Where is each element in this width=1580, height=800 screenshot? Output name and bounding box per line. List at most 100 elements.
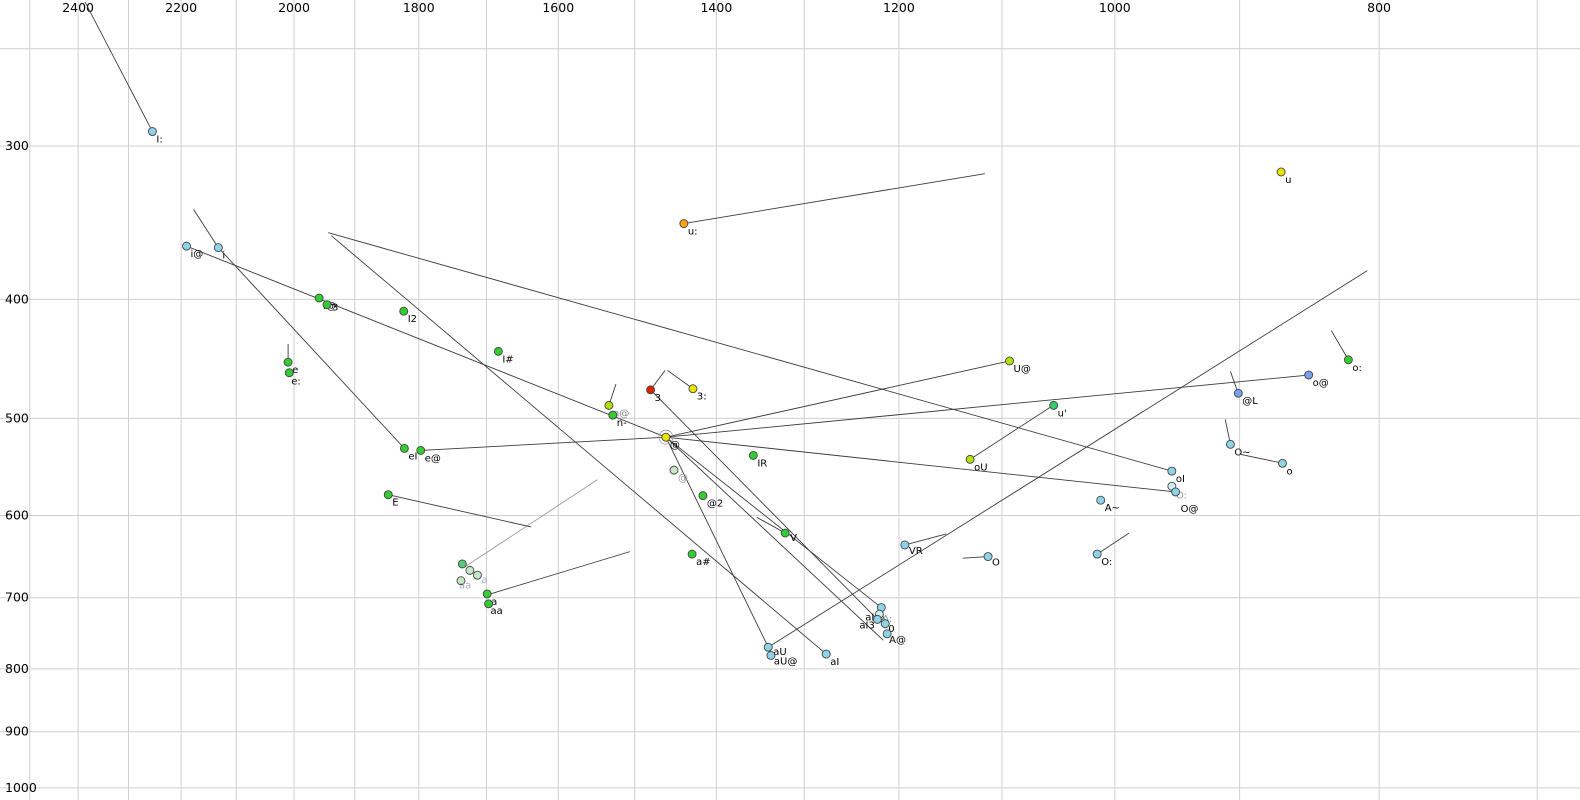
trajectory-line (756, 516, 786, 534)
x-tick-label: 2000 (278, 0, 310, 15)
trajectory-line (1330, 330, 1349, 361)
vowel-label: eI (408, 451, 417, 462)
vowel-label: 3 (332, 303, 338, 314)
trajectory-line (487, 551, 631, 596)
y-tick-label: 1000 (5, 780, 37, 795)
y-tick-label: 900 (5, 724, 29, 739)
vowel-label: 3 (655, 393, 661, 404)
vowel-label: u: (688, 227, 698, 238)
vowel-point (687, 549, 697, 559)
vowel-label: a (481, 575, 487, 586)
vowel-label: I2 (408, 314, 417, 325)
x-tick-label: 1400 (700, 0, 732, 15)
trajectory-line (650, 389, 878, 620)
vowel-point (780, 528, 790, 538)
vowel-point (872, 614, 882, 624)
trajectory-line (665, 436, 884, 641)
vowel-point (646, 385, 656, 395)
trajectory-line (331, 235, 827, 655)
x-tick-label: 1800 (403, 0, 435, 15)
vowel-point (604, 400, 614, 410)
vowel-label: o@ (1313, 378, 1329, 389)
vowel-point (900, 540, 910, 550)
vowel-label: U@ (1014, 364, 1031, 375)
vowel-point (1233, 388, 1243, 398)
vowel-label: @2 (707, 499, 723, 510)
trajectory-line (1240, 453, 1279, 463)
y-tick-label: 700 (5, 590, 29, 605)
vowel-point (1092, 549, 1102, 559)
vowel-label: VR (909, 546, 923, 557)
vowel-label: O: (1101, 557, 1112, 568)
vowel-point (416, 445, 426, 455)
vowel-point (484, 599, 494, 609)
vowel-point (763, 642, 773, 652)
trajectory-line (667, 370, 694, 390)
vowel-point (661, 432, 671, 442)
vowel-point (399, 443, 409, 453)
vowel-label: n- (617, 418, 627, 429)
vowel-label: i@ (191, 249, 204, 260)
vowel-point (383, 490, 393, 500)
vowel-point (669, 465, 679, 475)
trajectory-line (217, 247, 405, 449)
vowel-label: O: (1176, 490, 1187, 501)
vowel-label: a# (696, 557, 711, 568)
vowel-point (182, 241, 191, 251)
vowel-label: u' (1058, 408, 1067, 419)
y-tick-label: 400 (5, 291, 29, 306)
trajectory-line (665, 436, 1176, 493)
vowel-label: a (491, 597, 497, 608)
vowel-point (493, 346, 503, 356)
vowel-label: O@ (1181, 504, 1199, 515)
selection-ring (658, 429, 674, 445)
vowel-point (1225, 439, 1235, 449)
vowel-label: aa (459, 581, 471, 592)
vowel-point (213, 243, 223, 253)
vowel-point (1049, 400, 1059, 410)
vowel-point (465, 565, 475, 575)
vowel-point (766, 650, 776, 660)
vowel-label: O (992, 558, 1000, 569)
x-tick-label: 1200 (883, 0, 915, 15)
trajectory-line (388, 494, 532, 528)
vowel-label: A: (882, 614, 892, 625)
vowel-label: u (1285, 175, 1291, 186)
vowel-point (688, 384, 698, 394)
vowel-label: A~ (1105, 503, 1120, 514)
y-tick-label: 600 (5, 508, 29, 523)
vowel-label: aa (491, 606, 503, 617)
vowel-label: e: (291, 377, 301, 388)
vowel-label: A@ (889, 635, 906, 646)
vowel-point (322, 300, 332, 310)
trajectory-line (464, 479, 598, 568)
trajectory-line (328, 232, 1172, 472)
trajectory-line (665, 436, 882, 608)
y-tick-label: 800 (5, 661, 29, 676)
vowel-label: E (392, 498, 398, 509)
vowel-label: IR (757, 458, 767, 469)
vowel-point (882, 629, 892, 639)
vowel-point (1278, 458, 1287, 468)
trajectory-line (683, 173, 985, 225)
vowel-point (1343, 355, 1353, 365)
vowel-label: oI (1176, 474, 1185, 485)
trajectory-line (193, 209, 219, 248)
vowel-label: V (790, 533, 797, 544)
x-tick-label: 2400 (62, 0, 94, 15)
vowel-point (608, 410, 618, 420)
vowel-point (880, 619, 890, 629)
trajectory-line (665, 436, 769, 648)
vowel-label: aU@ (774, 656, 797, 667)
vowel-point (748, 450, 758, 460)
vowel-point (283, 357, 293, 367)
vowel-label: n@ (613, 408, 629, 419)
trajectory-line (186, 245, 667, 438)
trajectory-line (768, 270, 1368, 648)
vowel-label: I# (502, 354, 513, 365)
vowel-label: I: (156, 135, 162, 146)
trajectory-line (665, 360, 1010, 438)
x-tick-label: 1600 (542, 0, 574, 15)
vowel-label: o (1286, 466, 1292, 477)
